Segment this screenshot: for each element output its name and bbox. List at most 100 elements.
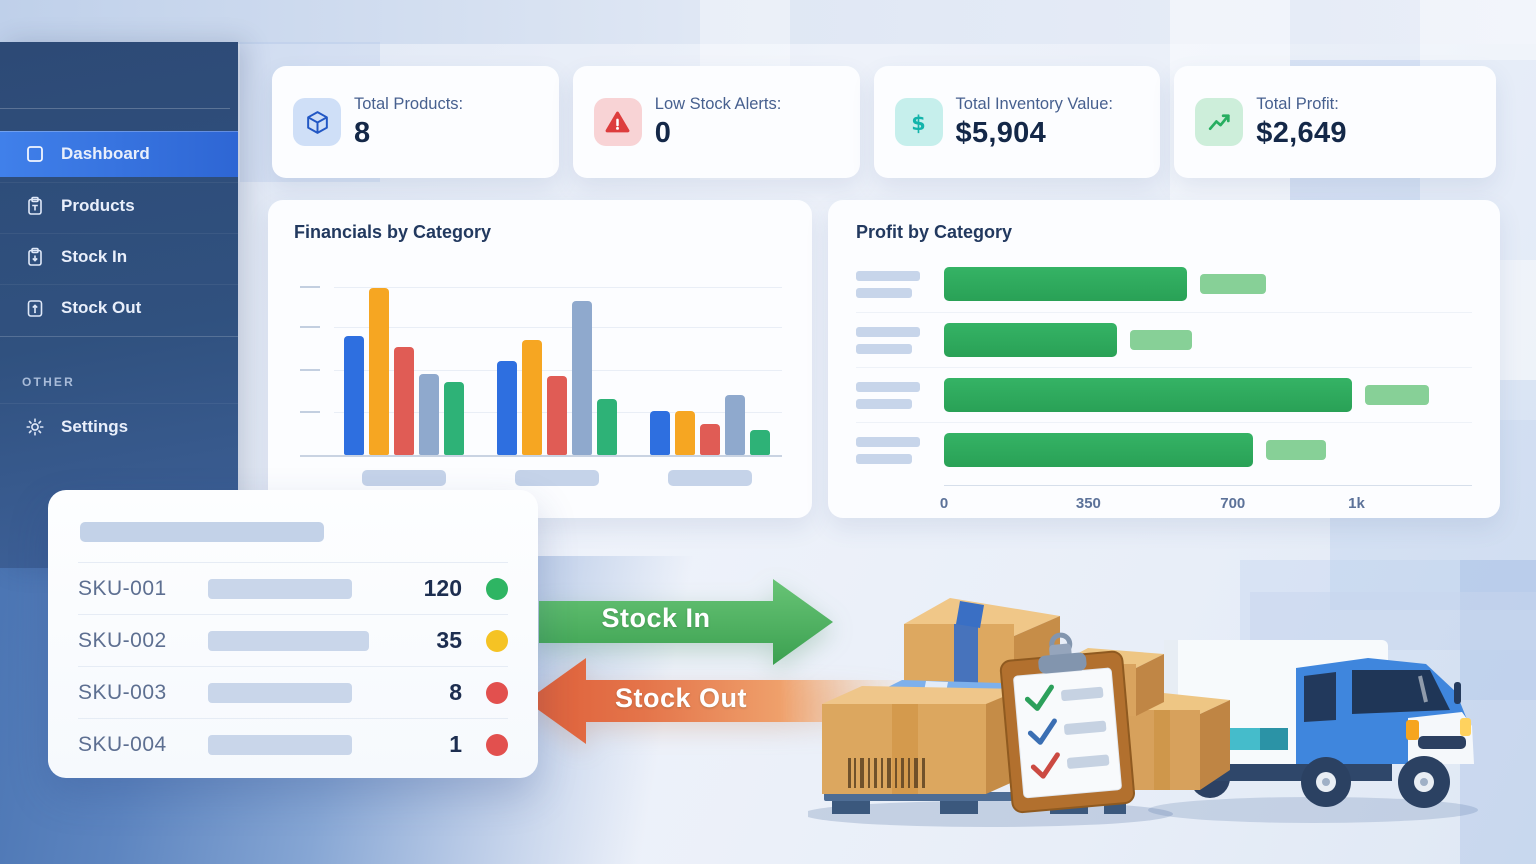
sidebar-item-settings[interactable]: Settings [0,403,238,449]
sidebar-item-products[interactable]: Products [0,182,238,228]
right-arrow-shape [539,579,833,665]
sku-description-placeholder [208,630,369,651]
sku-description-placeholder [208,734,352,755]
sidebar-item-dashboard[interactable]: Dashboard [0,131,238,177]
bar-series-green [750,430,770,455]
card-title-placeholder [80,522,324,542]
stock-out-arrow: Stock Out [526,653,918,749]
row-label-placeholder [856,326,930,354]
dollar-icon: $ [894,98,943,146]
x-axis-label-placeholder [362,470,446,486]
bar-series-amber [675,411,695,455]
x-axis-label-slot [344,470,464,486]
kpi-label: Total Profit: [1256,94,1339,113]
x-axis-tick-label: 1k [1348,495,1365,512]
warehouse-illustration [808,598,1478,827]
x-axis-labels [344,470,782,486]
profit-bar-main [944,433,1254,467]
bar-series-green [597,399,617,455]
kpi-value: 0 [654,116,672,149]
bar-groups [344,265,770,455]
bar-series-amber [369,288,389,455]
gridline [334,286,782,288]
profit-bar-secondary [1364,385,1429,405]
y-axis-tick [300,411,320,414]
barcode [848,758,925,788]
bar-series-red [394,347,414,455]
cube-icon [293,98,341,146]
sku-description-placeholder [208,682,352,703]
kpi-value: $2,649 [1256,116,1347,149]
products-icon [28,196,42,215]
x-axis-label-slot [650,470,770,486]
clipboard-illustration [999,632,1135,814]
x-axis-label-placeholder [515,470,599,486]
sku-id: SKU-003 [78,680,167,704]
bar-track [944,423,1472,477]
kpi-label: Low Stock Alerts: [654,94,782,113]
sidebar-item-label: Stock In [61,246,128,266]
kpi-low-stock-alerts: Low Stock Alerts: 0 [572,66,860,178]
status-dot-critical [486,681,508,704]
sidebar-item-stock-out[interactable]: Stock Out [0,284,238,330]
sku-status-card: SKU-001 120 SKU-002 35 SKU-003 8 SKU-004 1 [48,490,538,778]
stock-in-icon [28,247,42,266]
kpi-label: Total Products: [354,94,464,113]
kpi-total-products: Total Products: 8 [272,66,559,178]
sku-row: SKU-003 8 [78,666,508,718]
profit-bar-main [944,378,1353,412]
sku-table: SKU-001 120 SKU-002 35 SKU-003 8 SKU-004 1 [78,562,508,770]
profit-bar-chart [856,257,1472,477]
stock-in-arrow: Stock In [539,574,835,670]
bar-series-slate [725,395,745,455]
financials-by-category-card: Financials by Category [268,200,812,518]
sidebar-divider [0,108,230,109]
sku-description-placeholder [208,578,352,599]
bar-series-red [547,376,567,455]
bar-group [497,301,617,455]
sidebar-item-label: Dashboard [61,144,150,163]
bar-series-green [444,382,464,455]
bar-series-slate [572,301,592,455]
sku-id: SKU-002 [78,628,167,652]
sidebar-item-stock-in[interactable]: Stock In [0,233,238,279]
sku-quantity: 120 [423,575,462,601]
y-axis-tick [300,325,320,328]
sidebar-item-label: Products [61,195,135,215]
chart-title: Financials by Category [294,222,492,242]
status-dot-critical [486,733,508,756]
kpi-value: 8 [354,116,371,149]
alert-icon [593,98,642,146]
status-dot-in-stock [486,577,508,600]
background-top-band [0,0,1536,44]
profit-row [856,257,1472,312]
financials-bar-chart [300,265,782,457]
bar-track [944,368,1472,422]
status-dot-low [486,629,508,652]
bar-series-slate [419,374,439,455]
sku-quantity: 8 [449,679,462,705]
stock-out-arrow-label: Stock Out [614,683,747,713]
sidebar-item-label: Stock Out [61,297,142,317]
bar-series-amber [522,340,542,455]
sku-quantity: 1 [449,731,462,757]
sidebar: Dashboard Products Stock In Stock Out OT… [0,42,238,568]
bar-group [650,395,770,455]
bar-series-blue [497,361,517,455]
kpi-value: $5,904 [955,116,1047,149]
sku-id: SKU-004 [78,732,167,756]
bar-track [944,313,1472,367]
sku-quantity: 35 [436,627,462,653]
chart-title: Profit by Category [856,222,1013,242]
sidebar-divider [0,336,238,337]
gridline [334,326,782,328]
svg-text:$: $ [911,110,925,134]
sku-row: SKU-001 120 [78,562,508,614]
y-axis-tick [300,285,320,288]
kpi-label: Total Inventory Value: [955,94,1113,113]
x-axis-label-slot [497,470,617,486]
sku-row: SKU-002 35 [78,614,508,666]
bar-series-red [700,424,720,455]
sku-id: SKU-001 [78,576,167,600]
